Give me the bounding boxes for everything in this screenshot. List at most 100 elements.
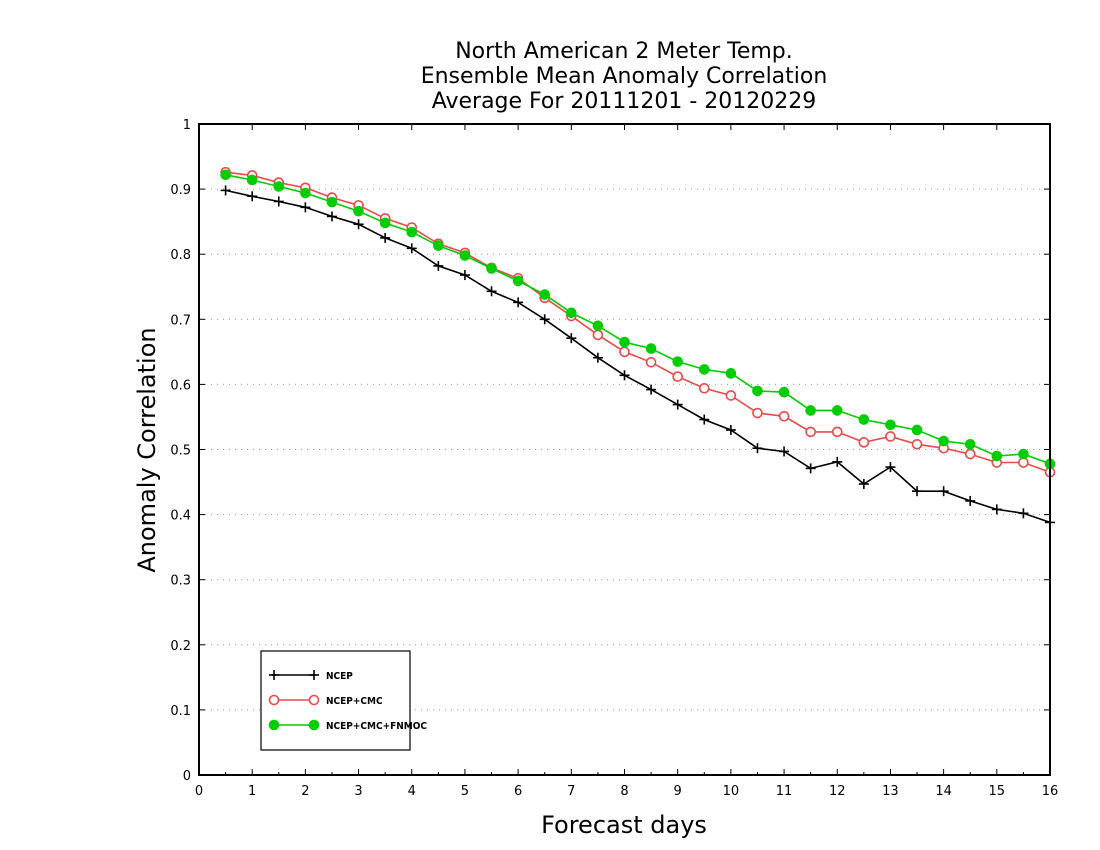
legend-label: NCEP+CMC [326,696,383,707]
data-point-open-circle [268,694,280,706]
data-point-filled-circle [698,364,710,375]
data-point-plus [592,352,603,363]
data-point-filled-circle [672,356,683,367]
data-point-plus [269,670,279,680]
y-tick-label: 0.2 [170,639,191,654]
chart-title-line: North American 2 Meter Temp. [455,39,793,64]
grid-lines [199,188,1050,711]
data-point-open-circle [698,383,710,394]
data-point-filled-circle [539,289,551,300]
data-point-plus [832,456,843,467]
y-tick-label: 0.8 [170,248,191,263]
x-tick-label: 4 [408,784,416,799]
data-point-plus [353,219,364,230]
data-point-filled-circle [459,250,471,261]
data-point-open-circle [831,426,843,438]
x-tick-label: 11 [776,784,793,799]
data-point-plus [309,670,319,680]
data-point-plus [300,202,311,213]
data-point-filled-circle [246,174,258,186]
x-tick-label: 8 [620,784,628,799]
data-point-open-circle [645,356,657,368]
data-point-plus [539,314,550,325]
data-point-plus [646,384,657,395]
data-point-filled-circle [911,424,923,436]
data-point-plus [513,297,524,308]
data-point-filled-circle [512,275,524,287]
data-point-plus [991,504,1002,515]
data-point-plus [672,399,683,410]
data-point-plus [805,463,816,474]
series-line [225,171,1051,474]
x-tick-label: 14 [935,784,952,799]
data-point-plus [938,486,949,497]
data-point-filled-circle [831,405,843,416]
data-point-plus [433,260,444,271]
x-tick-label: 5 [461,784,469,799]
data-point-filled-circle [353,205,364,217]
x-tick-label: 3 [354,784,362,799]
data-point-filled-circle [566,307,577,319]
data-point-plus [858,479,869,490]
data-point-plus [885,462,896,473]
data-point-open-circle [911,438,923,450]
data-point-plus [725,424,736,435]
data-point-filled-circle [379,217,391,229]
data-point-filled-circle [752,385,763,397]
x-tick-label: 16 [1042,784,1059,799]
data-point-plus [380,232,391,243]
data-point-open-circle [778,410,790,422]
series-line [225,189,1051,524]
data-point-filled-circle [433,240,444,252]
data-point-plus [965,495,976,506]
data-point-plus [566,333,577,344]
data-point-plus [273,196,284,207]
data-point-plus [779,446,790,457]
data-point-filled-circle [991,450,1003,462]
series-ncep-cmc-fnmoc [220,169,1056,470]
data-point-filled-circle [406,226,418,238]
data-point-open-circle [1018,457,1029,468]
data-point-plus [486,286,497,297]
data-point-open-circle [672,371,683,382]
data-point-plus [326,211,337,222]
data-point-plus [220,185,231,196]
data-point-filled-circle [300,187,311,199]
data-point-open-circle [725,390,737,401]
data-point-filled-circle [220,169,231,181]
x-axis-label: Forecast days [541,811,707,839]
y-tick-label: 0.7 [170,313,191,328]
data-point-open-circle [752,407,763,419]
x-tick-label: 6 [514,784,522,799]
data-point-open-circle [308,694,320,706]
y-tick-label: 0.6 [170,378,191,393]
data-point-filled-circle [645,343,657,354]
data-point-filled-circle [619,336,630,348]
legend-entry: NCEP [269,670,353,682]
data-point-filled-circle [268,719,280,731]
data-point-filled-circle [308,719,320,731]
legend-entry: NCEP+CMC [268,694,383,707]
data-point-filled-circle [486,263,497,274]
chart-title-line: Average For 20111201 - 20120229 [432,89,817,114]
data-point-filled-circle [273,181,285,192]
series-ncep [220,185,1055,528]
legend-label: NCEP+CMC+FNMOC [326,721,427,732]
x-tick-label: 0 [195,784,203,799]
y-tick-label: 0.9 [170,183,191,198]
axis-ticks: 0 1 2 3 4 5 6 7 8 9 10 11 12 13 14 15 1600.10.20.30.40.5… [170,118,1058,799]
data-point-filled-circle [938,435,949,447]
data-point-plus [406,243,417,254]
data-point-open-circle [858,437,870,448]
data-point-filled-circle [778,386,790,398]
legend-label: NCEP [326,671,353,682]
data-point-filled-circle [805,405,816,416]
x-tick-label: 12 [829,784,846,799]
chart-title: North American 2 Meter Temp.Ensemble Mea… [421,39,828,114]
data-point-open-circle [885,431,896,442]
data-point-filled-circle [1018,448,1029,460]
y-tick-label: 0 [183,769,191,784]
x-tick-label: 10 [723,784,740,799]
